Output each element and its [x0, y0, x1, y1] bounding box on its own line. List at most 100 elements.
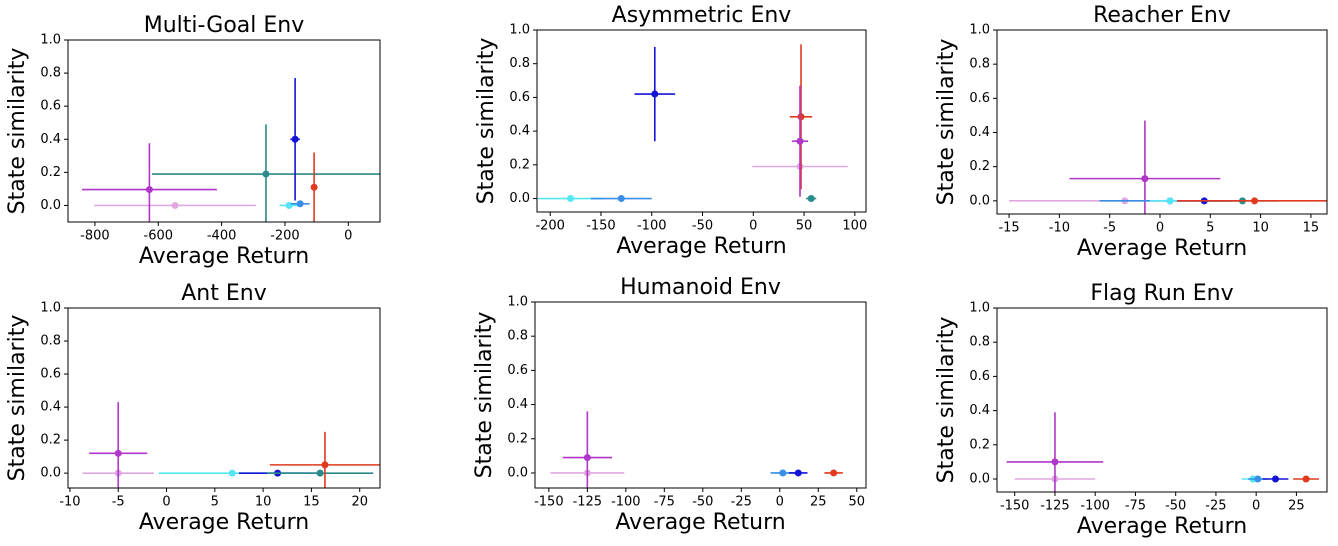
y-tick-label: 0.8 — [40, 66, 61, 81]
x-tick-label: -600 — [144, 229, 174, 244]
x-tick-label: 50 — [796, 219, 813, 234]
y-tick-label: 0.8 — [969, 335, 990, 350]
axes-frame — [67, 39, 381, 223]
y-tick-label: 0.4 — [509, 124, 530, 139]
x-tick-label: -100 — [1080, 499, 1110, 514]
y-tick-label: 0.6 — [40, 99, 61, 114]
y-tick-label: 0.0 — [969, 472, 990, 487]
x-tick-label: -150 — [586, 219, 616, 234]
x-tick-label: -125 — [1040, 499, 1070, 514]
point — [807, 195, 815, 203]
y-tick-label: 1.0 — [969, 301, 990, 316]
point — [1251, 197, 1259, 205]
chart-title: Multi-Goal Env — [144, 13, 304, 38]
y-tick-label: 1.0 — [509, 23, 530, 38]
y-tick-label: 0.8 — [507, 329, 528, 344]
y-tick-label: 0.6 — [40, 367, 61, 382]
y-tick-label: 0.4 — [40, 400, 61, 415]
point — [145, 186, 153, 194]
x-tick-label: -15 — [998, 221, 1019, 236]
point — [617, 195, 625, 203]
y-tick-label: 0.8 — [509, 56, 530, 71]
x-tick-label: -10 — [1049, 221, 1070, 236]
point — [1051, 458, 1059, 466]
y-tick-label: 0.0 — [40, 198, 61, 213]
x-axis-label: Average Return — [139, 510, 309, 535]
chart-title: Flag Run Env — [1090, 281, 1233, 306]
point — [1166, 197, 1174, 205]
point — [296, 200, 304, 208]
y-tick-label: 0.0 — [507, 465, 528, 480]
point — [321, 461, 329, 469]
chart-title: Asymmetric Env — [612, 3, 792, 28]
plot-area — [550, 411, 843, 488]
x-tick-label: 0 — [162, 495, 170, 510]
axes-frame — [67, 307, 381, 489]
y-tick-label: 1.0 — [507, 295, 528, 310]
axes-frame — [996, 29, 1328, 215]
y-tick-label: 1.0 — [969, 23, 990, 38]
y-tick-label: 0.2 — [40, 165, 61, 180]
y-tick-label: 0.2 — [969, 437, 990, 452]
point — [830, 469, 838, 477]
x-tick-label: -400 — [207, 229, 237, 244]
y-axis-label: State similarity — [474, 38, 499, 205]
x-tick-label: -10 — [59, 495, 80, 510]
y-tick-label: 1.0 — [40, 33, 61, 48]
x-tick-label: -50 — [692, 219, 713, 234]
x-tick-label: 0 — [1252, 499, 1260, 514]
point — [291, 135, 299, 143]
plot-area — [1009, 120, 1327, 214]
y-tick-label: 0.6 — [969, 369, 990, 384]
x-tick-label: -75 — [654, 495, 675, 510]
x-tick-label: -100 — [611, 495, 641, 510]
plot-area — [82, 402, 380, 488]
x-tick-label: -100 — [637, 219, 667, 234]
chart-title: Humanoid Env — [620, 275, 781, 300]
x-tick-label: -50 — [692, 495, 713, 510]
y-axis-label: State similarity — [5, 48, 30, 215]
x-tick-label: -200 — [270, 229, 300, 244]
y-axis-label: State similarity — [5, 315, 30, 482]
y-axis-label: State similarity — [934, 39, 959, 206]
point — [794, 469, 802, 477]
axes-frame — [536, 29, 867, 213]
y-tick-label: 0.0 — [509, 191, 530, 206]
x-tick-label: 5 — [1206, 221, 1214, 236]
x-tick-label: 100 — [842, 219, 867, 234]
x-tick-label: 20 — [351, 495, 368, 510]
point — [583, 454, 591, 462]
y-tick-label: 0.6 — [507, 363, 528, 378]
axes-frame — [534, 301, 867, 489]
x-tick-label: -25 — [731, 495, 752, 510]
y-tick-label: 0.4 — [507, 397, 528, 412]
x-tick-label: -5 — [112, 495, 125, 510]
y-tick-label: 0.6 — [509, 90, 530, 105]
point — [567, 195, 575, 203]
x-tick-label: 15 — [1303, 221, 1320, 236]
x-tick-label: -25 — [1205, 499, 1226, 514]
x-axis-label: Average Return — [1077, 514, 1247, 539]
x-tick-label: -50 — [1165, 499, 1186, 514]
x-tick-label: 10 — [1252, 221, 1269, 236]
y-tick-label: 0.6 — [969, 91, 990, 106]
y-tick-label: 0.2 — [40, 433, 61, 448]
x-tick-label: 50 — [848, 495, 865, 510]
point — [651, 90, 659, 98]
point — [171, 201, 179, 209]
point — [316, 469, 324, 477]
y-tick-label: 0.0 — [40, 466, 61, 481]
x-tick-label: -800 — [80, 229, 110, 244]
plot-area — [1006, 412, 1319, 492]
y-tick-label: 0.2 — [507, 431, 528, 446]
point — [262, 170, 270, 178]
point — [114, 449, 122, 457]
point — [1254, 475, 1262, 483]
x-tick-label: -150 — [1000, 499, 1030, 514]
x-tick-label: 25 — [810, 495, 827, 510]
point — [779, 469, 787, 477]
y-tick-label: 0.0 — [969, 193, 990, 208]
x-tick-label: 0 — [776, 495, 784, 510]
point — [796, 137, 804, 145]
